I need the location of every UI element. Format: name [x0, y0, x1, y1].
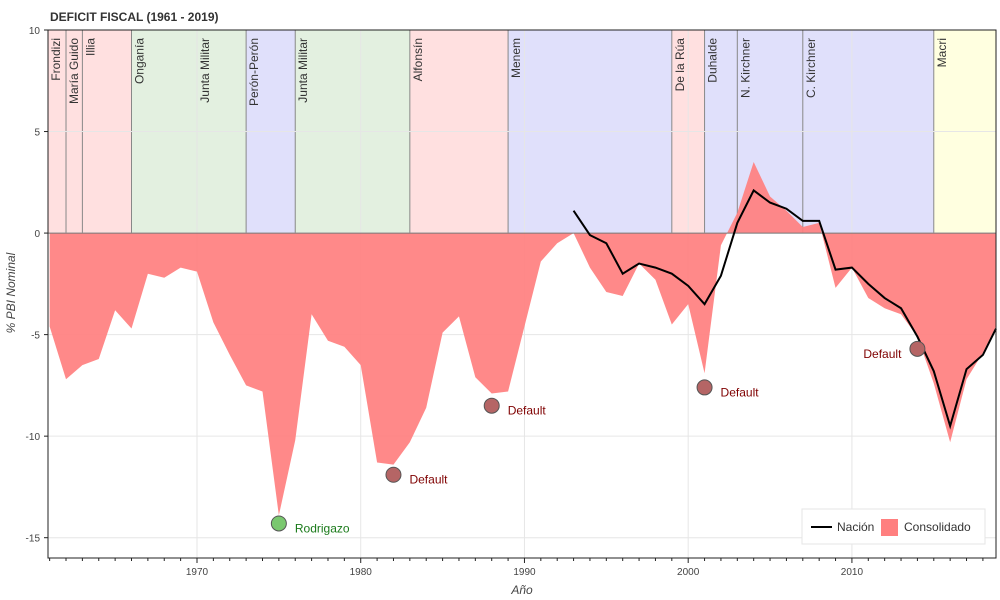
y-tick-label: -15 — [26, 534, 41, 545]
consolidado-area-group — [49, 162, 996, 516]
y-tick-label: -10 — [26, 432, 41, 443]
x-tick-label: 2010 — [841, 567, 864, 578]
period-label: Perón-Perón — [247, 38, 261, 106]
chart-title: DEFICIT FISCAL (1961 - 2019) — [50, 10, 219, 24]
period-label: Junta Militar — [296, 38, 310, 103]
x-tick-label: 1970 — [186, 567, 209, 578]
x-tick-label: 2000 — [677, 567, 700, 578]
nacion-line — [572, 188, 997, 430]
default-label: Default — [721, 385, 760, 399]
y-axis-label: % PBI Nominal — [4, 252, 18, 333]
legend-consolidado-swatch — [881, 519, 898, 536]
legend-nacion-label: Nación — [837, 520, 874, 534]
axis-ticks: 10 5 0 -5 -10 -15 1970 1980 1990 2000 2010 — [26, 26, 984, 578]
legend-consolidado-label: Consolidado — [904, 520, 971, 534]
default-marker — [385, 466, 402, 483]
period-label: Junta Militar — [198, 38, 212, 103]
default-label: Default — [508, 404, 547, 418]
default-label: Default — [409, 473, 448, 487]
period-label: Onganía — [133, 38, 147, 84]
x-tick-label: 1990 — [513, 567, 536, 578]
period-label: Duhalde — [706, 38, 720, 83]
period-label: Illia — [83, 38, 97, 56]
period-label: N. Kirchner — [738, 38, 752, 98]
default-marker — [483, 397, 500, 414]
y-tick-label: 10 — [29, 26, 41, 37]
annotations: Rodrigazo Default Default Default Default — [270, 340, 926, 535]
rodrigazo-label: Rodrigazo — [295, 521, 350, 535]
legend: Nación Consolidado — [801, 508, 986, 545]
y-tick-label: 0 — [34, 229, 40, 240]
plot-frame — [47, 29, 997, 559]
period-label: De la Rúa — [673, 38, 687, 92]
period-label: María Guido — [67, 38, 81, 104]
nacion-line-group — [572, 188, 997, 430]
default-marker — [696, 379, 713, 396]
period-label: Alfonsín — [411, 38, 425, 81]
default-marker — [909, 340, 926, 357]
rodrigazo-marker — [270, 515, 287, 532]
period-label: C. Kirchner — [804, 38, 818, 98]
x-axis-label: Año — [510, 583, 533, 597]
default-label: Default — [863, 347, 902, 361]
period-label: Menem — [509, 38, 523, 78]
period-label: Macri — [935, 38, 949, 67]
consolidado-area — [49, 162, 996, 516]
x-tick-label: 1980 — [350, 567, 373, 578]
y-tick-label: -5 — [31, 331, 40, 342]
period-label: Frondizi — [49, 38, 63, 81]
y-tick-label: 5 — [34, 128, 40, 139]
